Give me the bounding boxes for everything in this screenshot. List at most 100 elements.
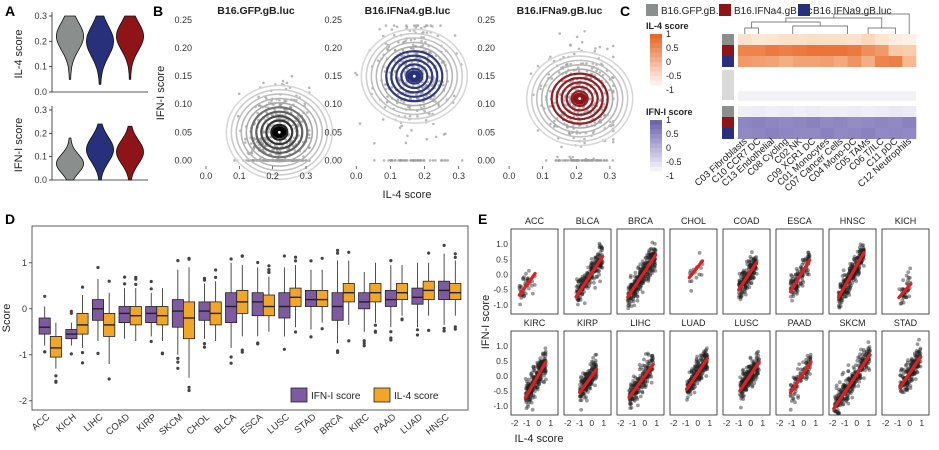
- e-point: [632, 290, 637, 295]
- e-fit-line: [517, 271, 537, 297]
- c-heat-cell: [888, 56, 903, 67]
- d-box-il4: [76, 312, 89, 335]
- e-point: [575, 277, 579, 282]
- c-colorbar-step: [650, 62, 662, 67]
- e-point: [900, 390, 905, 395]
- e-point: [631, 297, 635, 302]
- e-ytick-label: -0.5: [493, 386, 508, 396]
- e-point: [585, 371, 590, 376]
- b-point: [256, 111, 259, 115]
- e-facet-title: KICH: [895, 216, 917, 226]
- e-point: [598, 279, 602, 284]
- e-point: [704, 348, 708, 353]
- c-heat-cell: [738, 56, 752, 67]
- b-contour: [240, 97, 319, 167]
- b-contour: [565, 85, 594, 112]
- e-xtick-label: -2: [882, 418, 890, 428]
- e-point: [635, 298, 640, 303]
- e-point: [632, 303, 637, 308]
- b-xtick-label: 0.3: [300, 171, 313, 181]
- e-point: [790, 298, 794, 303]
- c-heat-cell: [738, 128, 752, 139]
- e-point: [748, 276, 753, 281]
- d-outlier: [389, 338, 393, 342]
- b-point: [558, 159, 562, 162]
- d-outlier: [442, 243, 446, 247]
- e-point: [577, 280, 581, 284]
- b-ytick-label: 0.20: [174, 43, 192, 53]
- b-point: [453, 34, 457, 37]
- d-outlier: [320, 256, 324, 260]
- b-point: [544, 159, 548, 162]
- e-facet-frame: [881, 228, 930, 315]
- c-heat-cell: [861, 56, 876, 67]
- e-point: [842, 294, 847, 299]
- panel-a-violins: 0.00.10.20.3IL-4 score0.00.10.20.3IFN-I …: [13, 11, 148, 185]
- b-point: [577, 69, 581, 73]
- e-point: [748, 255, 753, 259]
- e-xtick-label: -1: [523, 418, 531, 428]
- e-point: [578, 277, 583, 282]
- d-box-il4: [182, 301, 195, 340]
- e-point: [599, 265, 604, 269]
- b-point: [563, 99, 566, 102]
- d-outlier: [176, 356, 180, 360]
- e-point: [579, 394, 584, 399]
- e-point: [642, 278, 647, 283]
- b-point: [578, 124, 581, 127]
- e-point: [866, 366, 871, 371]
- e-point: [600, 261, 604, 266]
- e-point: [529, 373, 534, 377]
- c-heat-cell: [751, 117, 766, 128]
- e-xtick-label: -1: [841, 418, 849, 428]
- b-point: [560, 145, 563, 149]
- e-point: [578, 295, 583, 300]
- d-outlier: [149, 339, 153, 344]
- b-point: [397, 76, 400, 80]
- e-point: [597, 269, 601, 273]
- b-point: [427, 88, 431, 91]
- e-point: [530, 407, 535, 412]
- b-point: [417, 83, 420, 87]
- b-point: [580, 40, 584, 44]
- b-point: [575, 159, 579, 162]
- b-ytick-label: 0.20: [324, 43, 342, 53]
- e-point: [649, 254, 653, 259]
- b-xlabel: IL-4 score: [383, 189, 432, 201]
- e-point: [794, 286, 799, 291]
- e-point: [517, 284, 522, 288]
- e-xtick-label: -1: [788, 418, 796, 428]
- c-dendrogram: [744, 13, 910, 34]
- e-point: [635, 274, 640, 279]
- d-xtick-label: LUSC: [265, 412, 292, 437]
- b-contour: [545, 68, 614, 129]
- c-heat-cell: [765, 128, 780, 139]
- d-xtick-label: CHOL: [185, 412, 212, 437]
- b-point: [536, 64, 540, 68]
- d-legend-swatch: [373, 387, 391, 403]
- e-point: [913, 377, 918, 381]
- e-point: [917, 337, 921, 342]
- panel-label-c: C: [620, 3, 630, 19]
- e-point: [597, 245, 602, 249]
- e-point: [598, 245, 602, 250]
- e-point: [590, 262, 595, 266]
- d-xtick-label: STAD: [293, 412, 319, 436]
- b-point: [431, 25, 434, 28]
- e-point: [650, 267, 655, 272]
- b-point: [442, 159, 446, 162]
- e-point: [646, 279, 651, 283]
- b-point: [609, 120, 612, 124]
- e-point: [652, 246, 656, 251]
- b-point: [398, 79, 401, 82]
- e-point: [799, 367, 803, 372]
- d-outlier: [149, 287, 153, 291]
- e-point: [524, 271, 528, 276]
- e-point: [638, 269, 642, 274]
- e-point: [646, 274, 650, 279]
- e-point: [631, 374, 636, 379]
- b-point: [358, 122, 362, 125]
- b-point: [279, 140, 282, 143]
- d-outlier: [69, 311, 73, 315]
- d-outlier: [267, 270, 271, 275]
